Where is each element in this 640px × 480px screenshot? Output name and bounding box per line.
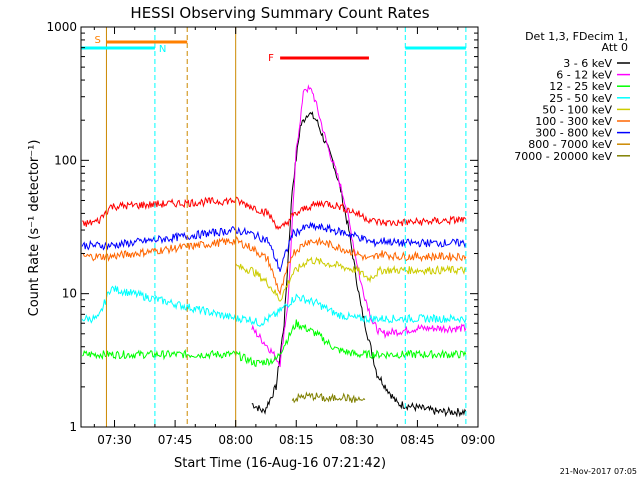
y-tick-label-1: 10 <box>62 287 77 301</box>
f-label: F <box>268 53 274 64</box>
x-tick-label-1: 07:45 <box>158 433 193 447</box>
x-tick-label-2: 08:00 <box>218 433 253 447</box>
x-tick-label-4: 08:30 <box>340 433 375 447</box>
x-tick-label-6: 09:00 <box>461 433 496 447</box>
series-line-0 <box>251 111 467 418</box>
series-line-6 <box>81 221 467 272</box>
y-tick-label-2: 100 <box>54 153 77 167</box>
s-label: S <box>94 35 100 46</box>
series-line-5 <box>82 235 467 296</box>
legend-label-4: 50 - 100 keV <box>542 103 612 116</box>
x-tick-label-5: 08:45 <box>400 433 435 447</box>
plot-area <box>81 84 467 418</box>
legend-label-0: 3 - 6 keV <box>563 57 612 70</box>
x-axis-label: Start Time (16-Aug-16 07:21:42) <box>174 456 386 471</box>
legend-label-6: 300 - 800 keV <box>535 127 612 140</box>
x-tick-label-3: 08:15 <box>279 433 314 447</box>
series-line-8 <box>291 391 366 404</box>
legend-label-8: 7000 - 20000 keV <box>514 150 612 163</box>
axes: 07:30 07:45 08:00 08:15 08:30 08:45 09:00 1 10 10… <box>46 20 495 447</box>
legend-label-5: 100 - 300 keV <box>535 115 612 128</box>
legend-header-line1: Det 1,3, FDecim 1, <box>525 30 628 43</box>
legend-label-1: 6 - 12 keV <box>556 69 612 82</box>
legend-header-line2: Att 0 <box>602 41 628 54</box>
series-line-2 <box>81 319 467 368</box>
n-label: N <box>159 44 166 55</box>
annotations: S N F <box>81 27 467 427</box>
y-tick-label-0: 1 <box>69 420 77 434</box>
plot-frame <box>80 26 479 428</box>
legend-label-7: 800 - 7000 keV <box>528 138 612 151</box>
legend-label-2: 12 - 25 keV <box>549 80 612 93</box>
y-axis-label: Count Rate (s⁻¹ detector⁻¹) <box>27 140 42 317</box>
timestamp: 21-Nov-2017 07:05 <box>560 467 637 476</box>
chart-title: HESSI Observing Summary Count Rates <box>130 4 429 22</box>
series-line-red <box>82 196 467 231</box>
legend-label-3: 25 - 50 keV <box>549 92 612 105</box>
y-tick-label-3: 1000 <box>46 20 77 34</box>
x-tick-label-0: 07:30 <box>97 433 132 447</box>
series-line-4 <box>235 256 467 302</box>
series-line-3 <box>81 285 467 327</box>
